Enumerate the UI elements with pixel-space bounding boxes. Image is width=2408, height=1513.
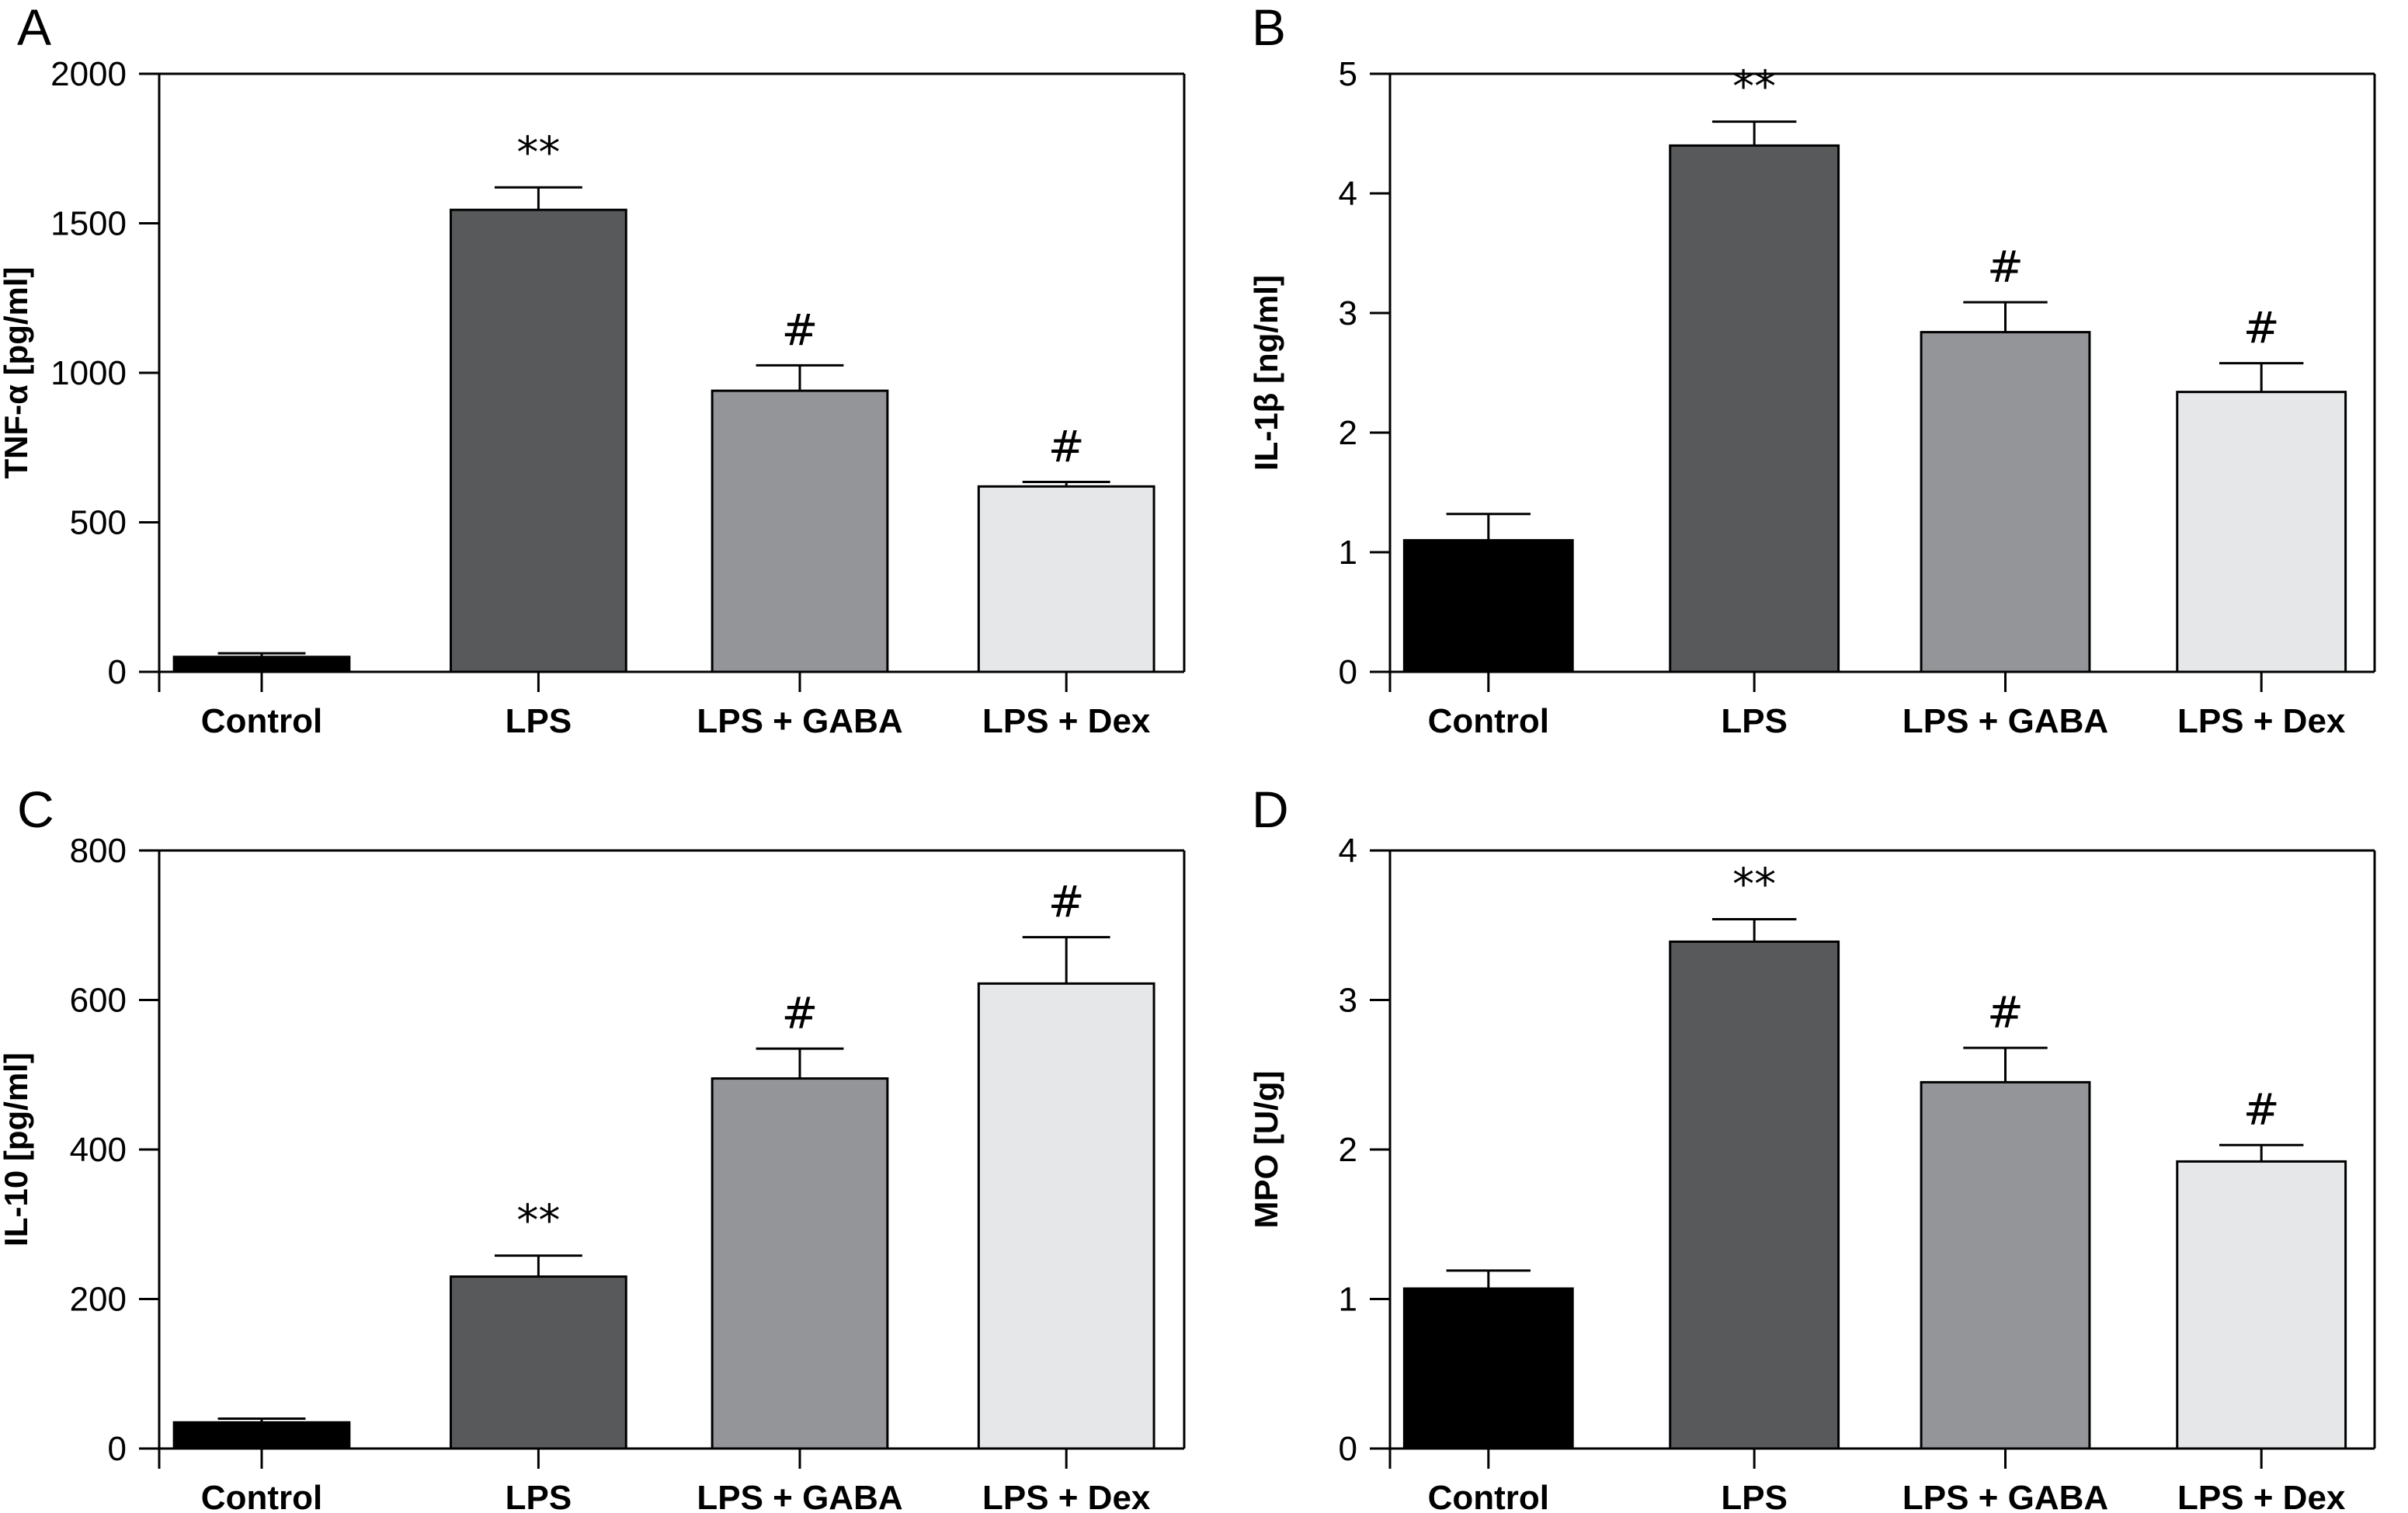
x-category-label: LPS + GABA bbox=[1902, 702, 2108, 740]
bar-control bbox=[172, 656, 351, 673]
significance-marker: ** bbox=[1732, 860, 1776, 910]
bar-lps-dex bbox=[2176, 391, 2347, 673]
y-tick-label: 2 bbox=[1339, 414, 1357, 452]
panel-letter: A bbox=[17, 0, 51, 56]
y-tick-label: 4 bbox=[1339, 175, 1357, 213]
y-axis-label: IL-1β [ng/ml] bbox=[1248, 275, 1284, 471]
x-category-label: LPS + Dex bbox=[2177, 702, 2346, 740]
x-category-label: LPS bbox=[506, 1479, 572, 1513]
y-tick-label: 1500 bbox=[50, 205, 127, 243]
bar-lps bbox=[450, 1275, 627, 1450]
significance-marker: # bbox=[782, 989, 818, 1039]
significance-marker: # bbox=[782, 305, 818, 356]
y-tick-label: 5 bbox=[1339, 55, 1357, 93]
x-category-label: Control bbox=[1428, 1479, 1549, 1513]
bar-control bbox=[1402, 539, 1574, 673]
y-tick-label: 0 bbox=[1339, 653, 1357, 691]
bar-lps bbox=[450, 208, 627, 673]
y-tick-label: 4 bbox=[1339, 832, 1357, 870]
significance-marker: # bbox=[1987, 988, 2024, 1038]
y-tick-label: 0 bbox=[108, 653, 127, 691]
significance-marker: # bbox=[1987, 242, 2024, 293]
y-tick-label: 0 bbox=[108, 1430, 127, 1468]
y-axis-label: TNF-α [pg/ml] bbox=[0, 266, 34, 478]
y-tick-label: 1 bbox=[1339, 534, 1357, 572]
x-category-label: Control bbox=[201, 1479, 322, 1513]
bar-lps bbox=[1669, 144, 1840, 673]
bar-lps-gaba bbox=[1920, 331, 2091, 673]
x-category-label: Control bbox=[201, 702, 322, 740]
significance-marker: # bbox=[1048, 423, 1085, 473]
y-tick-label: 2 bbox=[1339, 1131, 1357, 1169]
bar-lps bbox=[1669, 940, 1840, 1450]
y-axis-label: MPO [U/g] bbox=[1248, 1071, 1284, 1229]
y-tick-label: 500 bbox=[70, 504, 127, 542]
x-category-label: LPS + GABA bbox=[1902, 1479, 2108, 1513]
panel-letter: B bbox=[1252, 0, 1286, 56]
y-tick-label: 400 bbox=[70, 1131, 127, 1169]
x-category-label: LPS + Dex bbox=[982, 1479, 1151, 1513]
panel-letter: D bbox=[1252, 781, 1289, 838]
bar-lps-gaba bbox=[711, 1077, 889, 1450]
bar-lps-gaba bbox=[711, 389, 889, 673]
bar-lps-dex bbox=[977, 982, 1155, 1450]
x-category-label: LPS + GABA bbox=[697, 702, 902, 740]
panel-letter: C bbox=[17, 781, 54, 838]
y-tick-label: 2000 bbox=[50, 55, 127, 93]
x-category-label: LPS bbox=[1721, 702, 1788, 740]
x-category-label: LPS + Dex bbox=[982, 702, 1151, 740]
y-tick-label: 800 bbox=[70, 832, 127, 870]
significance-marker: ** bbox=[516, 1196, 560, 1247]
bar-control bbox=[1402, 1287, 1574, 1450]
y-tick-label: 1 bbox=[1339, 1281, 1357, 1319]
significance-marker: # bbox=[2243, 1085, 2280, 1136]
y-tick-label: 200 bbox=[70, 1281, 127, 1319]
y-tick-label: 3 bbox=[1339, 982, 1357, 1020]
x-category-label: LPS bbox=[506, 702, 572, 740]
y-tick-label: 1000 bbox=[50, 354, 127, 392]
x-category-label: LPS + Dex bbox=[2177, 1479, 2346, 1513]
significance-marker: ** bbox=[1732, 62, 1776, 113]
x-category-label: LPS + GABA bbox=[697, 1479, 902, 1513]
bar-lps-gaba bbox=[1920, 1080, 2091, 1450]
x-category-label: LPS bbox=[1721, 1479, 1788, 1513]
x-category-label: Control bbox=[1428, 702, 1549, 740]
bar-lps-dex bbox=[2176, 1160, 2347, 1450]
bar-control bbox=[172, 1421, 351, 1450]
y-tick-label: 3 bbox=[1339, 294, 1357, 332]
y-tick-label: 600 bbox=[70, 982, 127, 1020]
significance-marker: ** bbox=[516, 127, 560, 178]
bar-lps-dex bbox=[977, 485, 1155, 673]
significance-marker: # bbox=[1048, 878, 1085, 928]
significance-marker: # bbox=[2243, 304, 2280, 354]
y-axis-label: IL-10 [pg/ml] bbox=[0, 1052, 34, 1247]
y-tick-label: 0 bbox=[1339, 1430, 1357, 1468]
